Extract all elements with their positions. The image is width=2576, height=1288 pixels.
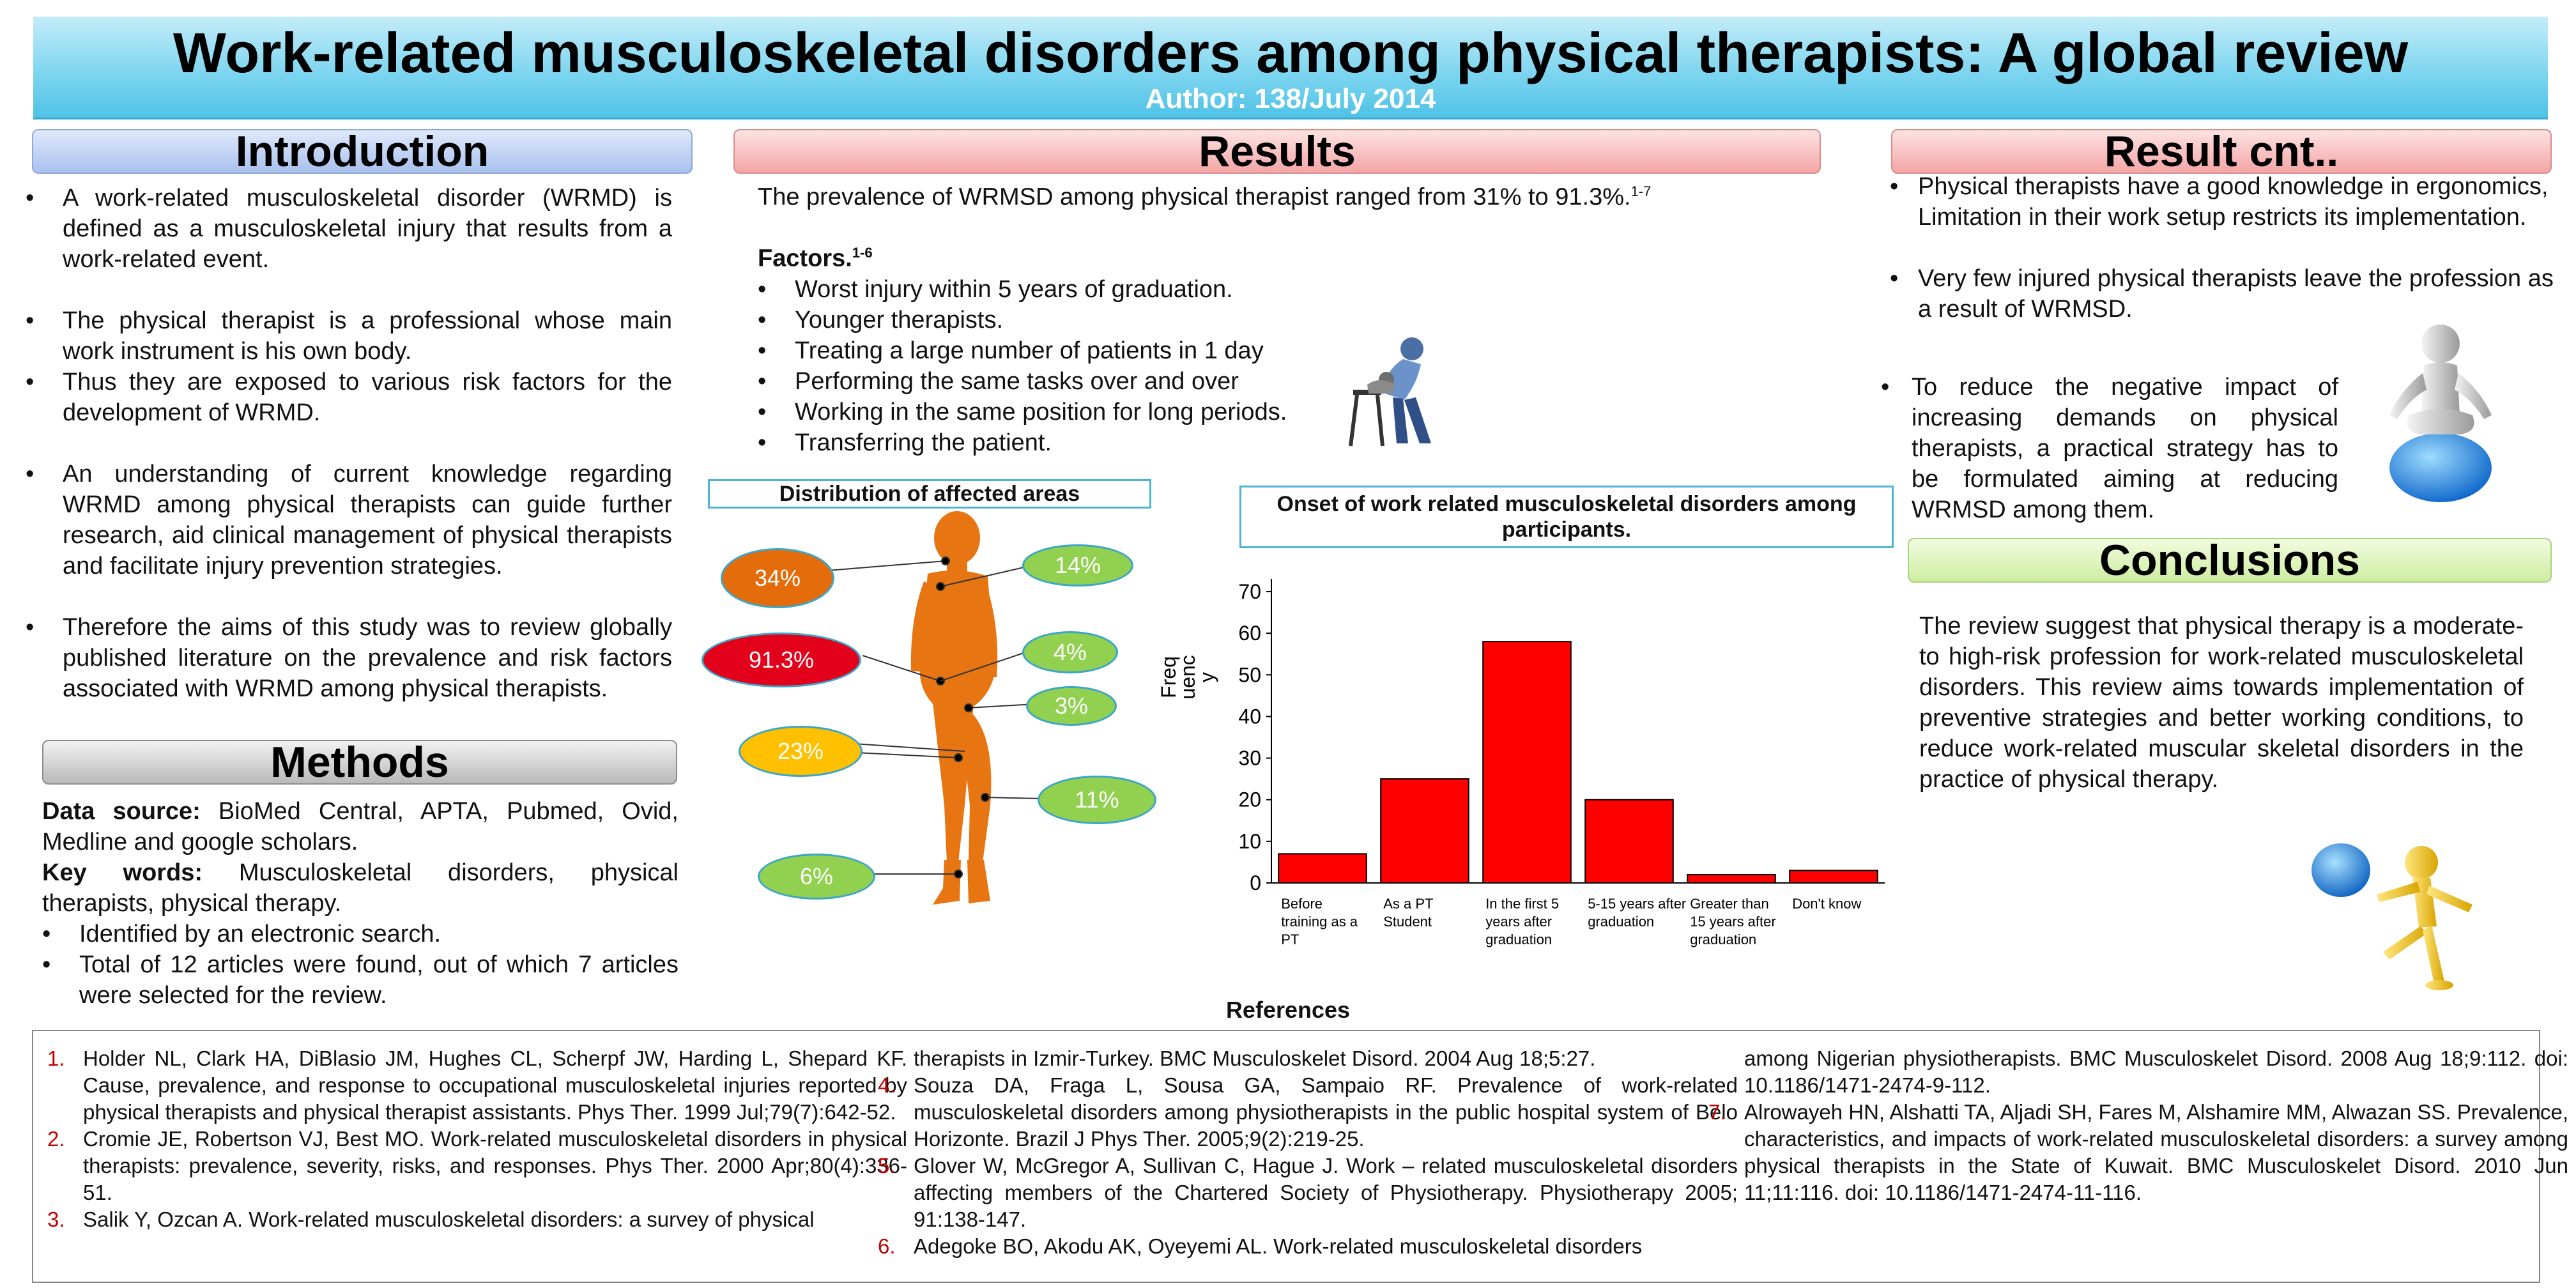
references-column: among Nigerian physiotherapists. BMC Mus…	[1708, 1045, 2568, 1206]
factor-item: Younger therapists.	[758, 305, 1371, 335]
y-tick-label: 10	[1238, 830, 1261, 853]
intro-point: The physical therapist is a professional…	[26, 305, 672, 367]
x-category-label: As a PT	[1383, 896, 1433, 912]
conclusions-body: The review suggest that physical therapy…	[1919, 613, 2524, 793]
y-axis-label: y	[1195, 672, 1218, 682]
title-banner: Work-related musculoskeletal disorders a…	[33, 17, 2548, 119]
x-category-label: Greater than	[1690, 896, 1769, 912]
bar	[1380, 778, 1469, 884]
kicking-figure-clipart	[2312, 843, 2472, 990]
stat-bubble: 4%	[1022, 631, 1118, 673]
intro-point: Thus they are exposed to various risk fa…	[26, 367, 672, 428]
chart-title: Onset of work related musculoskeletal di…	[1239, 486, 1894, 548]
y-tick-label: 40	[1238, 705, 1261, 728]
human-body-silhouette	[910, 511, 998, 905]
x-category-label: Before	[1281, 896, 1322, 912]
y-tick-label: 50	[1238, 663, 1261, 686]
x-category-label: graduation	[1690, 931, 1756, 947]
x-category-label: PT	[1281, 931, 1299, 947]
results-heading: Results	[733, 129, 1821, 174]
factor-item: Treating a large number of patients in 1…	[758, 335, 1371, 366]
x-category-label: 15 years after	[1690, 914, 1776, 930]
y-axis-label: uenc	[1176, 655, 1199, 699]
keywords-line: Key words: Musculoskeletal disorders, ph…	[42, 859, 679, 917]
methods-point: Total of 12 articles were found, out of …	[42, 949, 678, 1011]
y-tick-label: 70	[1238, 580, 1261, 603]
reference-item: 3. Salik Y, Ozcan A. Work-related musculo…	[47, 1208, 815, 1231]
bar	[1789, 870, 1878, 884]
bar	[1482, 641, 1572, 884]
stat-bubble: 11%	[1038, 776, 1156, 824]
reference-item: 7. Alrowayeh HN, Alshatti TA, Aljadi SH, …	[1708, 1100, 2568, 1204]
reference-item: therapists in Izmir-Turkey. BMC Musculos…	[914, 1046, 1596, 1070]
x-category-label: graduation	[1485, 931, 1552, 947]
body-figure-title: Distribution of affected areas	[708, 479, 1151, 509]
y-tick-label: 0	[1250, 871, 1261, 894]
y-tick-label: 60	[1238, 622, 1261, 645]
result-cnt-point: Very few injured physical therapists lea…	[1890, 263, 2561, 325]
conclusions-heading: Conclusions	[1908, 538, 2552, 583]
methods-body: Data source: BioMed Central, APTA, Pubme…	[42, 796, 678, 1011]
reference-item: among Nigerian physiotherapists. BMC Mus…	[1744, 1046, 2568, 1097]
x-category-label: graduation	[1588, 914, 1654, 930]
factor-item: Working in the same position for long pe…	[758, 397, 1371, 427]
references-box: 1. Holder NL, Clark HA, DiBlasio JM, Hugh…	[32, 1030, 2568, 1283]
factors-label: Factors.1-6	[758, 245, 873, 272]
result-cnt-heading: Result cnt..	[1891, 129, 2552, 174]
body-figure	[772, 511, 1042, 905]
meditation-figure-clipart	[2389, 325, 2492, 502]
intro-point: An understanding of current knowledge re…	[26, 459, 672, 581]
introduction-body: A work-related musculoskeletal disorder …	[26, 183, 672, 704]
reference-item: 1. Holder NL, Clark HA, DiBlasio JM, Hugh…	[47, 1046, 907, 1124]
result-cnt-body-bottom: To reduce the negative impact of increas…	[1881, 372, 2338, 525]
x-category-label: Student	[1383, 914, 1432, 930]
references-column: 1. Holder NL, Clark HA, DiBlasio JM, Hugh…	[47, 1045, 907, 1233]
bar	[1278, 853, 1367, 884]
stat-bubble: 91.3%	[702, 632, 861, 687]
stat-bubble: 23%	[739, 726, 862, 777]
y-tick-label: 30	[1238, 747, 1261, 770]
author-line: Author: 138/July 2014	[1145, 83, 1436, 114]
prevalence-text: The prevalence of WRMSD among physical t…	[758, 183, 1652, 211]
reference-item: 2. Cromie JE, Robertson VJ, Best MO. Work…	[47, 1127, 907, 1204]
poster-title: Work-related musculoskeletal disorders a…	[172, 21, 2409, 84]
reference-item: 5. Glover W, McGregor A, Sullivan C, Hagu…	[878, 1154, 1738, 1231]
x-category-label: Don't know	[1792, 896, 1861, 912]
factors-block: Factors.1-6 Worst injury within 5 years …	[758, 238, 1371, 458]
introduction-heading: Introduction	[32, 129, 693, 174]
stat-bubble: 6%	[758, 854, 875, 900]
reference-item: 6. Adegoke BO, Akodu AK, Oyeyemi AL. Work…	[878, 1234, 1643, 1258]
stat-bubble: 14%	[1022, 544, 1133, 586]
y-axis-label: Freq	[1157, 656, 1180, 698]
factor-item: Transferring the patient.	[758, 427, 1371, 458]
result-cnt-point: Physical therapists have a good knowledg…	[1890, 171, 2561, 233]
intro-point: Therefore the aims of this study was to …	[26, 612, 672, 704]
references-column: therapists in Izmir-Turkey. BMC Musculos…	[878, 1045, 1738, 1260]
x-category-label: In the first 5	[1485, 896, 1559, 912]
x-category-label: 5-15 years after	[1588, 896, 1686, 912]
therapist-clipart	[1349, 337, 1431, 447]
data-source-line: Data source: BioMed Central, APTA, Pubme…	[42, 798, 678, 855]
reference-item: 4. Souza DA, Fraga L, Sousa GA, Sampaio R…	[878, 1073, 1738, 1151]
result-cnt-point: To reduce the negative impact of increas…	[1881, 372, 2338, 525]
y-tick-label: 20	[1238, 788, 1261, 811]
intro-point: A work-related musculoskeletal disorder …	[26, 183, 672, 275]
bar	[1687, 873, 1776, 884]
methods-heading: Methods	[42, 740, 677, 785]
bar	[1584, 799, 1674, 884]
factor-item: Worst injury within 5 years of graduatio…	[758, 274, 1371, 305]
stat-bubble: 34%	[721, 548, 834, 608]
factor-item: Performing the same tasks over and over	[758, 366, 1371, 397]
x-category-label: training as a	[1281, 914, 1358, 930]
references-heading: References	[1225, 997, 1351, 1023]
stat-bubble: 3%	[1026, 686, 1117, 726]
result-cnt-body-top: Physical therapists have a good knowledg…	[1890, 171, 2561, 325]
x-category-label: years after	[1485, 914, 1552, 930]
methods-point: Identified by an electronic search.	[42, 919, 678, 949]
pointer-lines	[772, 556, 1042, 878]
